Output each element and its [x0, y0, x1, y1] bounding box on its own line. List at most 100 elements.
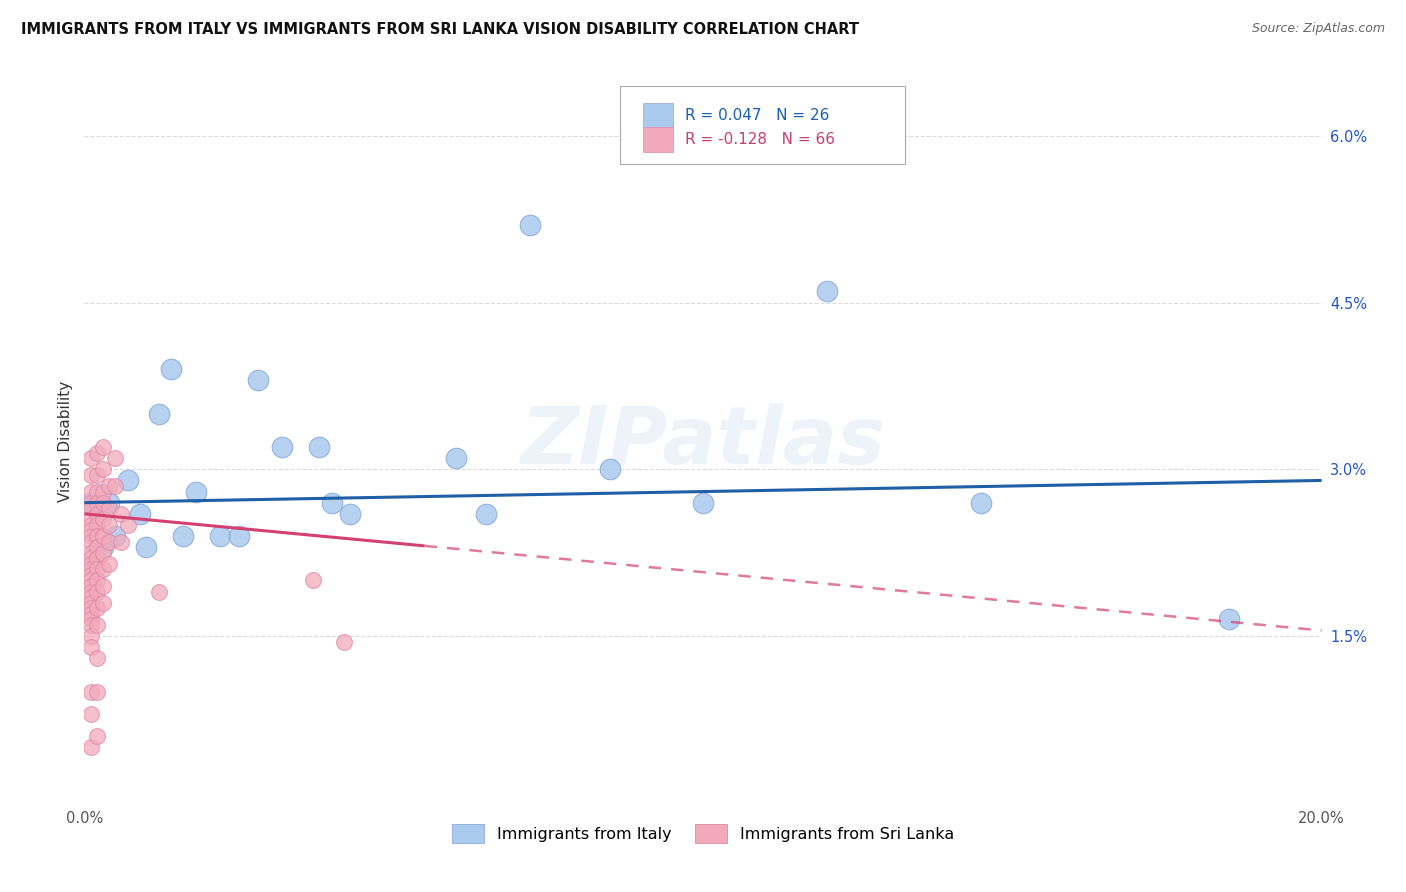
Point: [475, 507, 498, 521]
Point: [91, 462, 114, 476]
Point: [79, 534, 101, 549]
Point: [104, 451, 127, 466]
Point: [135, 540, 157, 554]
Point: [302, 574, 325, 588]
Point: [79, 590, 101, 604]
Point: [79, 562, 101, 576]
Point: [209, 529, 232, 543]
Point: [79, 640, 101, 655]
Point: [91, 546, 114, 560]
Point: [79, 629, 101, 643]
Point: [79, 557, 101, 571]
Text: ZIPatlas: ZIPatlas: [520, 402, 886, 481]
Point: [86, 484, 108, 499]
Point: [79, 551, 101, 566]
Point: [86, 562, 108, 576]
Point: [79, 568, 101, 582]
Point: [86, 601, 108, 615]
Point: [815, 285, 838, 299]
Point: [91, 562, 114, 576]
Point: [86, 618, 108, 632]
Y-axis label: Vision Disability: Vision Disability: [58, 381, 73, 502]
Point: [79, 496, 101, 510]
Point: [79, 501, 101, 516]
Point: [79, 740, 101, 755]
Point: [519, 218, 541, 232]
Point: [79, 684, 101, 698]
Point: [129, 507, 152, 521]
Text: IMMIGRANTS FROM ITALY VS IMMIGRANTS FROM SRI LANKA VISION DISABILITY CORRELATION: IMMIGRANTS FROM ITALY VS IMMIGRANTS FROM…: [21, 22, 859, 37]
Point: [91, 596, 114, 610]
Point: [1218, 612, 1240, 626]
Point: [98, 501, 121, 516]
Point: [79, 517, 101, 532]
Point: [321, 496, 343, 510]
Point: [86, 684, 108, 698]
Point: [91, 529, 114, 543]
Point: [148, 584, 170, 599]
Point: [79, 451, 101, 466]
Text: R = -0.128   N = 66: R = -0.128 N = 66: [685, 132, 835, 146]
Point: [98, 534, 121, 549]
Point: [79, 524, 101, 538]
Point: [79, 467, 101, 482]
Point: [79, 496, 101, 510]
Point: [148, 407, 170, 421]
Point: [86, 574, 108, 588]
Point: [228, 529, 250, 543]
Point: [160, 362, 183, 376]
Point: [271, 440, 294, 454]
Point: [692, 496, 714, 510]
Point: [110, 534, 132, 549]
Point: [91, 579, 114, 593]
Point: [339, 507, 361, 521]
Point: [79, 612, 101, 626]
Point: [79, 574, 101, 588]
Point: [91, 540, 114, 554]
Point: [86, 467, 108, 482]
Point: [86, 540, 108, 554]
Point: [79, 601, 101, 615]
Point: [246, 373, 269, 387]
Point: [104, 529, 127, 543]
Point: [79, 529, 101, 543]
Text: Source: ZipAtlas.com: Source: ZipAtlas.com: [1251, 22, 1385, 36]
Point: [970, 496, 993, 510]
Point: [98, 557, 121, 571]
Point: [79, 706, 101, 721]
Point: [308, 440, 330, 454]
Point: [79, 607, 101, 621]
Point: [91, 512, 114, 526]
Point: [86, 584, 108, 599]
Point: [79, 512, 101, 526]
Point: [184, 484, 207, 499]
Point: [86, 507, 108, 521]
Point: [333, 634, 356, 648]
Point: [91, 484, 114, 499]
Point: [79, 596, 101, 610]
Point: [79, 618, 101, 632]
Point: [91, 440, 114, 454]
Point: [86, 445, 108, 459]
Point: [91, 496, 114, 510]
Point: [86, 517, 108, 532]
Point: [98, 496, 121, 510]
Point: [79, 484, 101, 499]
Text: R = 0.047   N = 26: R = 0.047 N = 26: [685, 109, 830, 123]
Legend: Immigrants from Italy, Immigrants from Sri Lanka: Immigrants from Italy, Immigrants from S…: [446, 818, 960, 849]
Point: [599, 462, 621, 476]
Point: [172, 529, 194, 543]
Point: [86, 651, 108, 665]
Point: [117, 474, 139, 488]
Point: [444, 451, 467, 466]
Point: [86, 551, 108, 566]
Point: [79, 584, 101, 599]
Point: [86, 496, 108, 510]
Point: [86, 729, 108, 743]
Point: [117, 517, 139, 532]
Point: [79, 579, 101, 593]
Point: [104, 479, 127, 493]
Point: [79, 546, 101, 560]
Point: [110, 507, 132, 521]
Point: [98, 479, 121, 493]
